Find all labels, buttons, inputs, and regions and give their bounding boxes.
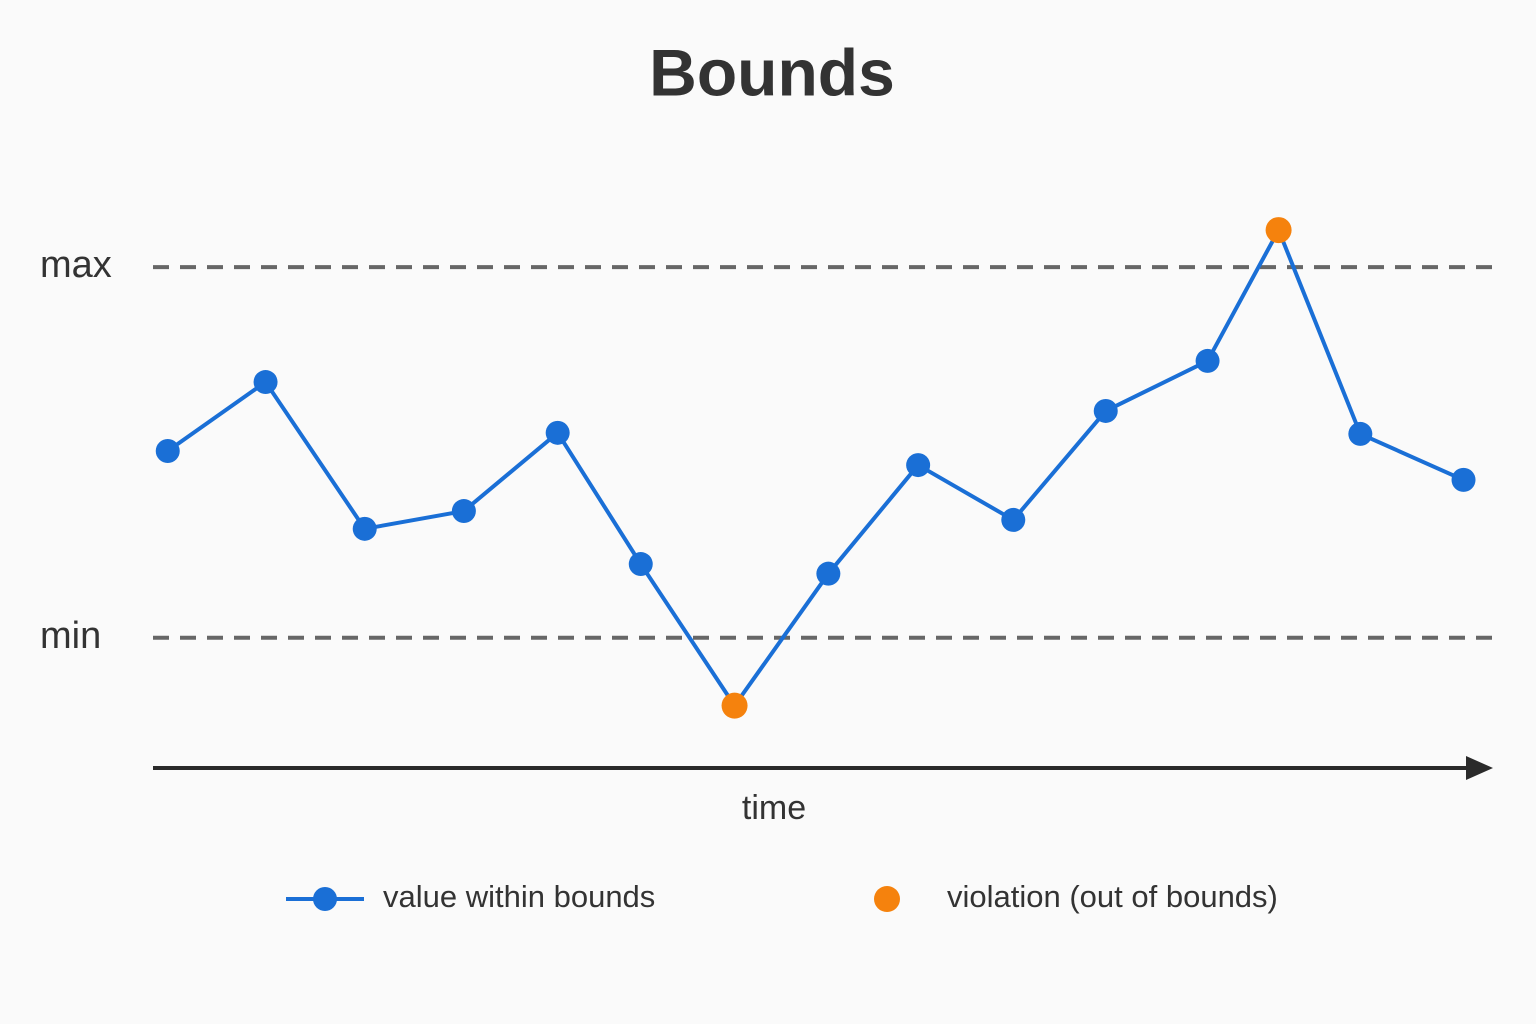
point bbox=[1001, 507, 1026, 532]
point bbox=[1451, 467, 1476, 492]
y-tick-label: min bbox=[40, 615, 101, 657]
x-axis-label: time bbox=[742, 789, 806, 827]
legend-label: violation (out of bounds) bbox=[947, 879, 1278, 914]
point bbox=[253, 370, 278, 395]
legend-marker bbox=[874, 886, 900, 912]
violation-point bbox=[721, 692, 748, 719]
legend-marker bbox=[313, 887, 337, 911]
point bbox=[352, 516, 377, 541]
point bbox=[1093, 398, 1118, 423]
point bbox=[155, 438, 180, 463]
x-axis-arrow bbox=[1466, 756, 1493, 780]
point bbox=[816, 561, 841, 586]
line bbox=[166, 228, 1465, 708]
chart-title: Bounds bbox=[649, 35, 895, 109]
y-tick-label: max bbox=[40, 244, 112, 286]
point bbox=[545, 420, 570, 445]
point bbox=[628, 552, 653, 577]
legend-label: value within bounds bbox=[383, 879, 655, 914]
point bbox=[1348, 421, 1373, 446]
point bbox=[906, 453, 931, 478]
violation-point bbox=[1265, 217, 1292, 244]
point bbox=[1195, 348, 1220, 373]
point bbox=[451, 499, 476, 524]
